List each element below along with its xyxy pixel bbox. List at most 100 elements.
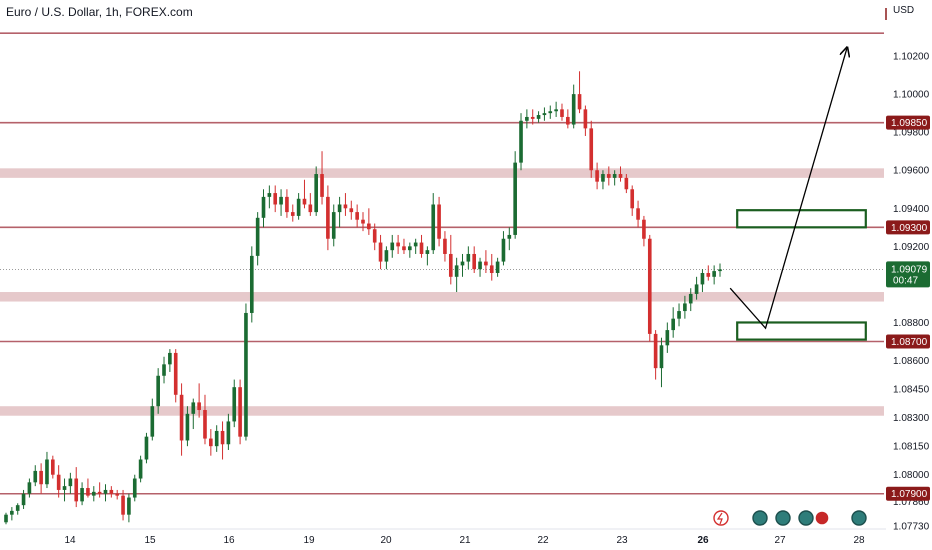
candle-body [560, 109, 564, 117]
level-price-label: 1.09850 [891, 118, 928, 129]
candle-body [454, 265, 459, 277]
zone-band-0 [0, 168, 884, 178]
candle-body [185, 413, 190, 441]
candle-body [530, 116, 535, 119]
candle-body [566, 116, 570, 125]
candle-body [525, 116, 529, 121]
candle-body [45, 459, 49, 485]
candle-body [97, 491, 102, 494]
candles [4, 71, 722, 525]
candle-body [595, 170, 599, 182]
countdown-label: 00:47 [893, 275, 918, 286]
candle-body [27, 482, 32, 494]
candle-body [51, 459, 55, 475]
candle-body [694, 284, 699, 294]
currency-label[interactable]: USD [893, 5, 915, 16]
candle-body [156, 375, 160, 407]
candle-body [103, 489, 108, 494]
candle-body [162, 364, 166, 376]
y-tick-label: 1.08150 [893, 442, 930, 453]
x-tick-label: 15 [144, 535, 156, 546]
candle-body [290, 212, 295, 216]
x-tick-label: 28 [853, 535, 865, 546]
candle-body [203, 410, 207, 439]
candle-body [589, 128, 594, 171]
candle-body [355, 212, 359, 220]
candle-body [419, 242, 424, 254]
candle-body [601, 174, 605, 182]
candle-body [33, 470, 38, 483]
candle-body [255, 217, 260, 256]
candle-body [308, 204, 313, 213]
candle-body [396, 242, 400, 247]
candle-body [238, 387, 242, 437]
candle-body [331, 212, 336, 239]
candle-body [343, 204, 348, 209]
candle-body [624, 177, 629, 190]
candle-body [62, 486, 67, 490]
candle-body [244, 312, 248, 437]
candle-body [367, 223, 371, 230]
candle-body [132, 478, 137, 498]
candle-body [273, 193, 278, 205]
candle-body [606, 174, 611, 178]
x-tick-label: 21 [459, 535, 471, 546]
candle-body [91, 491, 96, 496]
candle-body [536, 115, 541, 119]
y-tick-label: 1.08300 [893, 413, 930, 424]
candle-body [402, 246, 406, 251]
y-tick-label: 1.08450 [893, 385, 930, 396]
x-tick-label: 19 [303, 535, 315, 546]
globe-event-icon [752, 510, 768, 526]
candle-body [115, 493, 120, 496]
candle-body [214, 430, 219, 447]
candle-body [647, 238, 652, 334]
candle-body [571, 94, 576, 125]
candle-body [683, 303, 687, 312]
candle-body [425, 250, 430, 254]
candle-body [68, 478, 73, 487]
target-box-0 [736, 209, 867, 229]
candle-body [39, 470, 43, 485]
y-tick-label: 1.09400 [893, 204, 930, 215]
candle-body [226, 421, 231, 445]
candle-body [712, 271, 716, 277]
candle-body [583, 109, 588, 129]
target-box-1 [736, 321, 867, 341]
candle-body [21, 493, 26, 506]
level-price-label: 1.07900 [891, 489, 928, 500]
candle-body [642, 219, 646, 239]
y-tick-label: 1.07730 [893, 522, 930, 533]
flash-event-icon [713, 510, 729, 526]
candle-body [232, 387, 237, 422]
globe-event-icon [851, 510, 867, 526]
x-tick-label: 27 [774, 535, 786, 546]
candle-body [384, 250, 389, 262]
current-price-tag [886, 261, 930, 288]
candle-body [484, 261, 488, 266]
candle-body [109, 489, 114, 494]
candle-body [138, 459, 143, 479]
candle-body [706, 273, 711, 277]
candle-body [577, 94, 582, 110]
level-price-tag-3 [886, 486, 930, 501]
candle-body [653, 333, 658, 369]
candle-body [636, 208, 640, 220]
candle-body [677, 311, 681, 319]
level-price-tag-0 [886, 115, 930, 130]
zone-band-1 [0, 292, 884, 302]
candle-body [144, 436, 149, 460]
candle-body [507, 234, 512, 239]
candle-body [443, 238, 447, 254]
x-tick-label: 16 [223, 535, 235, 546]
level-price-label: 1.09300 [891, 223, 928, 234]
candle-body [80, 488, 84, 502]
candle-body [519, 120, 523, 163]
candle-body [314, 174, 318, 213]
candle-body [390, 242, 395, 251]
y-tick-label: 1.08800 [893, 318, 930, 329]
candle-body [326, 196, 330, 239]
candle-body [267, 193, 272, 197]
y-tick-label: 1.09800 [893, 128, 930, 139]
